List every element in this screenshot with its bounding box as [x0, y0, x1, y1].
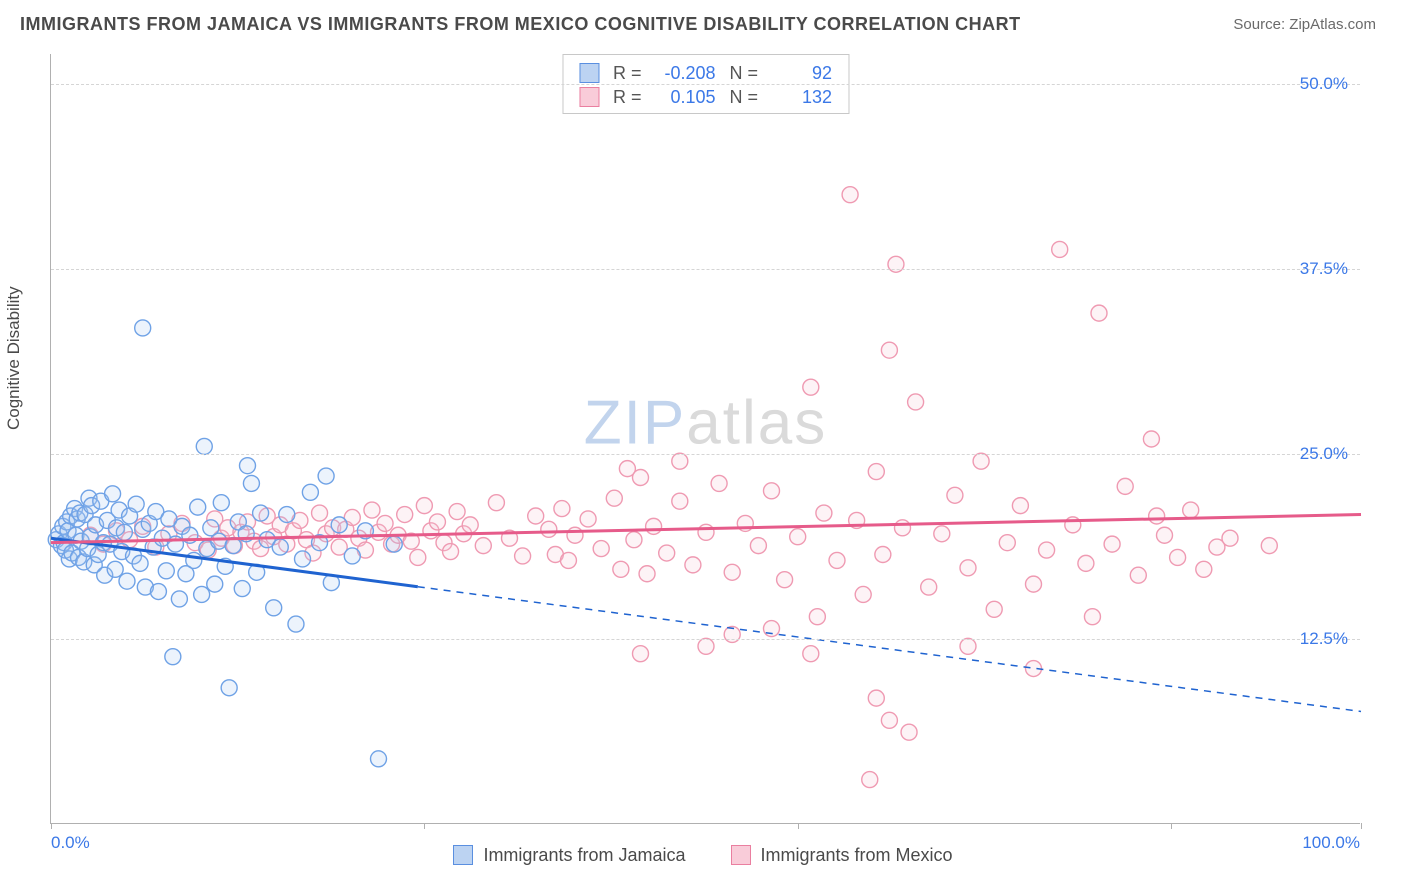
y-tick-label: 25.0%	[1300, 444, 1348, 464]
y-tick-label: 12.5%	[1300, 629, 1348, 649]
y-axis-title: Cognitive Disability	[4, 286, 24, 430]
stats-row-mexico: R = 0.105 N = 132	[579, 85, 832, 109]
bottom-legend: Immigrants from Jamaica Immigrants from …	[0, 845, 1406, 871]
swatch-jamaica	[579, 63, 599, 83]
r-value-jamaica: -0.208	[656, 61, 716, 85]
stats-row-jamaica: R = -0.208 N = 92	[579, 61, 832, 85]
swatch-mexico	[579, 87, 599, 107]
n-value-jamaica: 92	[772, 61, 832, 85]
n-value-mexico: 132	[772, 85, 832, 109]
source-label: Source: ZipAtlas.com	[1233, 16, 1376, 33]
y-tick-label: 37.5%	[1300, 259, 1348, 279]
swatch-jamaica-icon	[453, 845, 473, 865]
y-tick-label: 50.0%	[1300, 74, 1348, 94]
legend-item-mexico: Immigrants from Mexico	[731, 845, 953, 866]
plot-area: ZIPatlas R = -0.208 N = 92 R = 0.105 N =…	[50, 54, 1360, 824]
legend-item-jamaica: Immigrants from Jamaica	[453, 845, 685, 866]
r-value-mexico: 0.105	[656, 85, 716, 109]
swatch-mexico-icon	[731, 845, 751, 865]
chart-title: IMMIGRANTS FROM JAMAICA VS IMMIGRANTS FR…	[20, 14, 1021, 35]
chart-container: IMMIGRANTS FROM JAMAICA VS IMMIGRANTS FR…	[0, 0, 1406, 892]
data-layer	[51, 54, 1360, 823]
